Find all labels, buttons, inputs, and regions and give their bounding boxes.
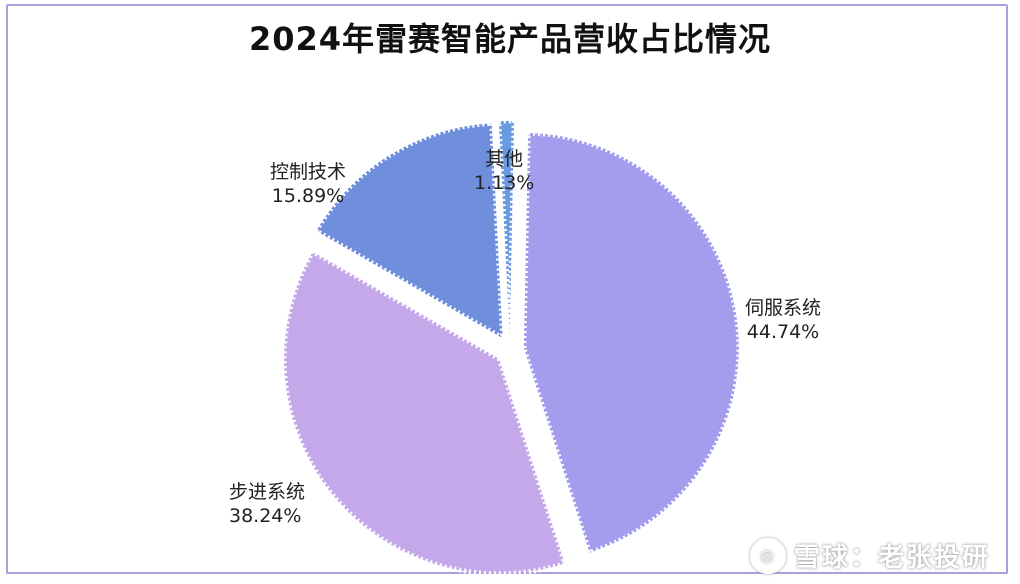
chart-title: 2024年雷赛智能产品营收占比情况 (248, 20, 772, 58)
slice-label-control: 控制技术 15.89% (270, 160, 346, 208)
slice-servo (521, 130, 742, 556)
slice-label-stepper: 步进系统 38.24% (229, 480, 305, 528)
slice-label-servo-name: 伺服系统 (745, 297, 822, 319)
slice-label-stepper-value: 38.24% (229, 505, 302, 527)
slice-label-stepper-name: 步进系统 (229, 481, 306, 503)
watermark: ◎ 雪球：老张投研 (749, 537, 990, 574)
watermark-text: 雪球：老张投研 (793, 543, 990, 573)
slice-control (312, 120, 506, 343)
slice-label-servo-value: 44.74% (746, 321, 820, 343)
slice-label-control-name: 控制技术 (270, 161, 347, 183)
slice-label-control-value: 15.89% (271, 185, 345, 207)
slice-label-other-value: 1.13% (474, 172, 535, 194)
slice-other (496, 118, 517, 337)
slice-label-servo: 伺服系统 44.74% (745, 296, 821, 344)
slice-stepper (281, 248, 568, 577)
slice-label-other: 其他 1.13% (474, 147, 534, 195)
slice-label-other-name: 其他 (485, 148, 524, 170)
xueqiu-logo-icon: ◎ (749, 537, 786, 574)
